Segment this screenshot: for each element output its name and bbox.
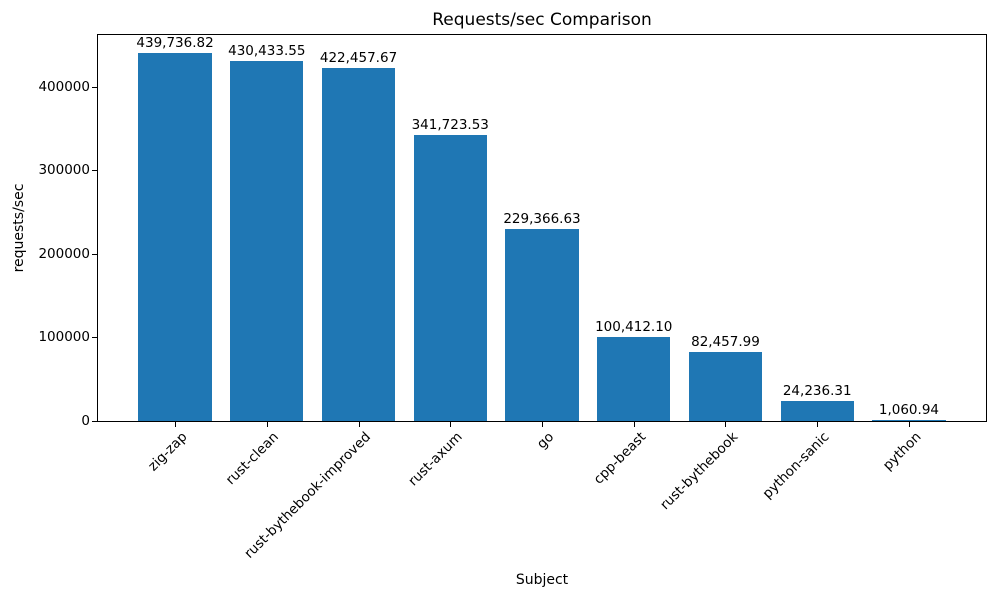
bar <box>780 400 854 421</box>
bar-value-label: 82,457.99 <box>691 334 760 351</box>
bar <box>230 61 304 421</box>
y-tick-mark <box>92 170 97 172</box>
bar-value-label: 422,457.67 <box>319 49 398 66</box>
bar-value-label: 229,366.63 <box>503 211 581 228</box>
bar <box>872 420 946 421</box>
x-tick-mark <box>175 422 177 427</box>
x-tick-mark <box>266 422 268 427</box>
bar-value-label: 100,412.10 <box>595 319 673 336</box>
bar-value-label: 439,736.82 <box>136 35 214 52</box>
y-tick-mark <box>92 253 97 255</box>
x-tick-mark <box>725 422 727 427</box>
bar <box>688 352 763 421</box>
bar-value-label: 341,723.53 <box>411 117 489 134</box>
x-tick-label: zig-zap <box>144 429 191 475</box>
chart-title: Requests/sec Comparison <box>432 10 652 30</box>
x-tick-label: rust-axum <box>405 429 466 490</box>
y-tick-label: 0 <box>81 413 90 429</box>
x-tick-mark <box>633 422 635 427</box>
plot-area: 439,736.82 430,433.55 422,457.67 341,723.53… <box>97 34 987 422</box>
bar-value-label: 430,433.55 <box>228 43 306 60</box>
x-tick-label: python-sanic <box>759 429 833 502</box>
y-tick-mark <box>92 86 97 88</box>
bar <box>505 229 579 421</box>
y-tick-label: 400000 <box>38 78 90 95</box>
x-tick-label: rust-bythebook <box>656 429 741 514</box>
x-tick-label: cpp-beast <box>590 429 650 488</box>
bar <box>138 53 212 421</box>
y-tick-label: 100000 <box>38 329 90 346</box>
y-tick-label: 200000 <box>38 245 90 262</box>
y-tick-mark <box>92 421 97 422</box>
bar-value-label: 24,236.31 <box>782 382 852 399</box>
y-axis-label: requests/sec <box>11 183 27 273</box>
x-tick-label: python <box>879 429 925 474</box>
x-tick-mark <box>358 422 360 427</box>
bar <box>321 67 396 421</box>
x-tick-label: rust-clean <box>222 429 283 489</box>
bar-value-label: 1,060.94 <box>878 402 939 418</box>
x-axis-label: Subject <box>515 572 569 588</box>
x-tick-label: go <box>534 429 558 453</box>
x-tick-mark <box>450 422 452 427</box>
bar <box>597 337 671 421</box>
x-tick-mark <box>542 422 543 427</box>
x-tick-mark <box>908 422 910 427</box>
y-tick-mark <box>92 337 97 339</box>
y-tick-label: 300000 <box>38 162 90 179</box>
bar <box>413 135 487 421</box>
x-tick-mark <box>817 422 819 427</box>
